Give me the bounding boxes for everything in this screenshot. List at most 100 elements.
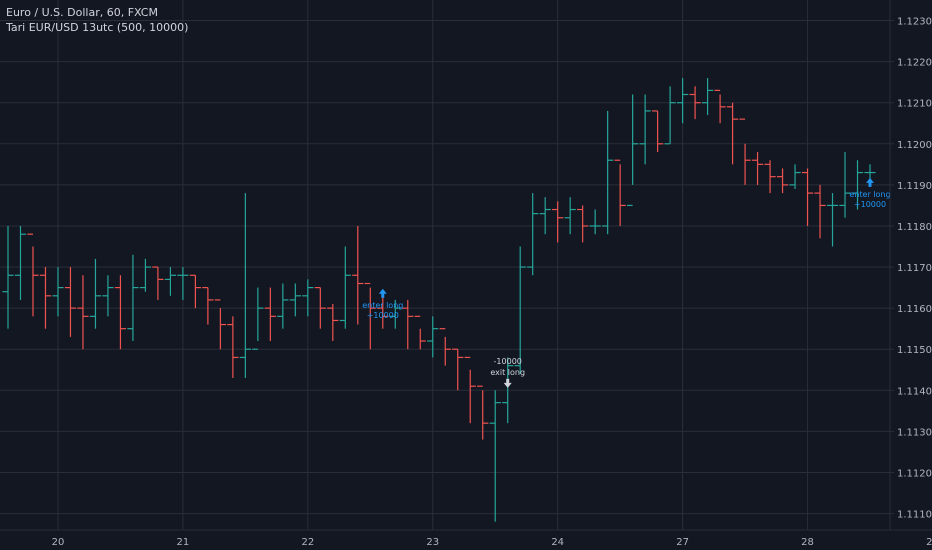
ohlc-bar <box>239 193 251 378</box>
chart-grid <box>0 0 932 530</box>
ohlc-bar <box>552 201 564 243</box>
y-tick-label: 1.1150 <box>897 345 932 356</box>
ohlc-bar <box>302 279 314 317</box>
ohlc-bar <box>77 275 89 350</box>
ohlc-bar <box>227 316 239 378</box>
x-tick-label: 21 <box>177 537 190 548</box>
ohlc-bar <box>339 246 351 329</box>
chart-legend: Euro / U.S. Dollar, 60, FXCM Tari EUR/US… <box>6 5 188 35</box>
y-tick-label: 1.1160 <box>897 304 932 315</box>
ohlc-bar <box>839 152 851 218</box>
y-tick-label: 1.1190 <box>897 181 932 192</box>
ohlc-bar <box>414 315 426 350</box>
y-tick-label: 1.1170 <box>897 263 932 274</box>
price-axis[interactable]: 1.1110 1.1120 1.1130 1.1140 1.1150 1.1160 1.11… <box>890 17 932 521</box>
ohlc-bar <box>589 209 601 235</box>
ohlc-bar <box>314 286 326 329</box>
signal-qty: +10000 <box>367 311 399 320</box>
y-tick-label: 1.1230 <box>897 17 932 28</box>
x-tick-label: 27 <box>676 537 689 548</box>
ohlc-bar <box>851 160 864 210</box>
ohlc-bar <box>676 78 689 124</box>
ohlc-bar <box>776 168 789 194</box>
ohlc-bar <box>427 316 439 358</box>
ohlc-bar <box>27 233 39 317</box>
exit-long-marker: -10000 exit long <box>490 357 525 388</box>
ohlc-bar <box>264 287 276 342</box>
ohlc-bar <box>139 258 152 292</box>
y-tick-label: 1.1200 <box>897 140 932 151</box>
y-tick-label: 1.1120 <box>897 468 932 479</box>
arrow-up-icon <box>866 177 874 187</box>
ohlc-bar <box>701 78 714 116</box>
ohlc-bar <box>577 205 589 243</box>
ohlc-bar <box>439 328 451 366</box>
ohlc-bar <box>489 390 501 522</box>
ohlc-bar <box>477 385 489 440</box>
ohlc-bar <box>826 193 839 247</box>
ohlc-bar <box>102 275 114 317</box>
y-tick-label: 1.1210 <box>897 99 932 110</box>
ohlc-bar <box>364 282 376 350</box>
ohlc-bar <box>714 89 726 124</box>
ohlc-bar <box>652 110 664 153</box>
ohlc-bar <box>114 275 127 350</box>
ohlc-bar <box>751 152 764 185</box>
ohlc-bar <box>452 348 464 391</box>
ohlc-bar <box>377 295 389 329</box>
ohlc-bar <box>664 86 676 145</box>
signal-qty: +10000 <box>854 200 886 209</box>
symbol-title: Euro / U.S. Dollar, 60, FXCM <box>6 6 158 19</box>
x-tick-label: 28 <box>801 537 814 548</box>
signal-label: enter long <box>849 190 890 199</box>
arrow-up-icon <box>378 288 387 298</box>
time-axis[interactable]: 20 21 22 23 24 27 28 29 <box>52 537 932 548</box>
ohlc-bar <box>564 197 576 235</box>
y-tick-label: 1.1140 <box>897 386 932 397</box>
x-tick-label: 24 <box>551 537 564 548</box>
ohlc-bar <box>614 159 626 226</box>
ohlc-bar <box>627 94 639 207</box>
ohlc-bar <box>14 225 27 300</box>
ohlc-bar <box>689 86 701 120</box>
ohlc-bars <box>2 78 876 522</box>
ohlc-bar <box>177 267 189 300</box>
ohlc-bar <box>64 267 77 337</box>
ohlc-bar <box>277 283 289 329</box>
ohlc-bar <box>89 258 102 329</box>
enter-long-marker: enter long+10000 <box>849 177 891 209</box>
x-tick-label: 22 <box>301 537 314 548</box>
y-tick-label: 1.1220 <box>897 58 932 69</box>
ohlc-bar <box>214 299 226 350</box>
ohlc-bar <box>352 225 364 325</box>
ohlc-bar <box>764 160 776 194</box>
ohlc-bar <box>389 299 401 329</box>
y-tick-label: 1.1110 <box>897 510 932 521</box>
ohlc-bar <box>739 118 751 185</box>
ohlc-bar <box>289 283 301 317</box>
signal-qty: -10000 <box>494 357 522 366</box>
ohlc-bar <box>602 110 614 235</box>
ohlc-bar <box>39 267 52 329</box>
ohlc-bar <box>726 102 739 165</box>
ohlc-bar <box>252 287 264 350</box>
x-tick-label: 23 <box>426 537 439 548</box>
ohlc-bar <box>2 225 14 329</box>
ohlc-bar <box>814 184 826 239</box>
ohlc-bar <box>189 274 202 309</box>
ohlc-bar <box>801 168 814 226</box>
y-tick-label: 1.1180 <box>897 222 932 233</box>
ohlc-bar <box>502 357 514 424</box>
ohlc-bar <box>639 94 651 165</box>
x-tick-label: 20 <box>52 537 65 548</box>
ohlc-bar <box>527 193 539 276</box>
ohlc-bar <box>514 246 526 374</box>
ohlc-bar <box>127 254 139 342</box>
ohlc-bar <box>464 356 476 424</box>
study-title: Tari EUR/USD 13utc (500, 10000) <box>6 21 189 34</box>
ohlc-bar <box>52 267 64 317</box>
enter-long-marker: enter long+10000 <box>362 288 403 320</box>
x-tick-label: 29 <box>926 537 932 548</box>
